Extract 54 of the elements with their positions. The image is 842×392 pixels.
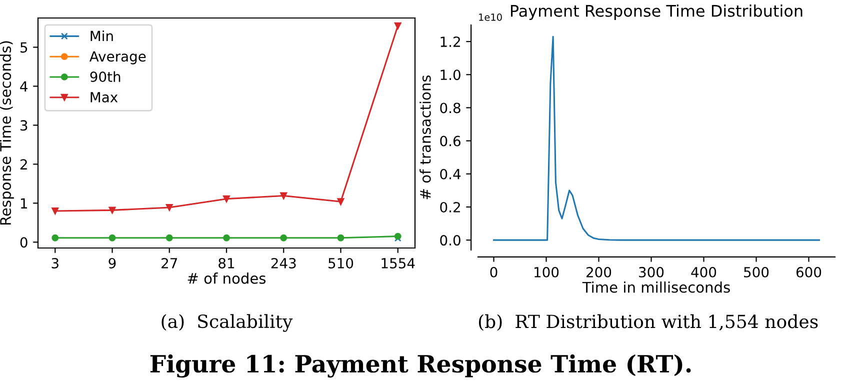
- x-tick-label: 600: [796, 266, 822, 278]
- point: [394, 22, 402, 30]
- x-axis-title: Time in milliseconds: [582, 281, 730, 293]
- x-tick-label: 243: [271, 258, 296, 268]
- point: [108, 206, 116, 214]
- y-tick-label: 4: [20, 81, 28, 92]
- x-tick-label: 27: [162, 258, 178, 268]
- y-tick-label: 0.4: [440, 168, 461, 180]
- y-tick-label: 1: [20, 198, 27, 208]
- y-tick-label: 5: [20, 42, 28, 53]
- y-tick-label: 1.2: [440, 36, 460, 47]
- text: 1e10: [479, 14, 502, 21]
- text: (a) Scalability: [162, 314, 293, 332]
- x-tick-label: 400: [691, 266, 716, 278]
- caption: Figure 11: Payment Response Time (RT).: [150, 354, 691, 378]
- y-tick-label: 3: [20, 120, 28, 131]
- y-axis-title: # of transactions: [420, 75, 431, 200]
- point: [337, 234, 344, 242]
- point: [166, 234, 173, 242]
- point: [108, 234, 116, 242]
- point: [166, 204, 173, 211]
- y-tick-label: 0.6: [440, 136, 460, 146]
- x-tick-label: 1554: [382, 258, 415, 268]
- point: [337, 198, 344, 206]
- y-tick-label: 0.0: [440, 235, 460, 246]
- y-tick-label: 1.0: [440, 70, 460, 80]
- x-tick-label: 81: [218, 258, 234, 268]
- legend-label: Max: [90, 92, 118, 102]
- line-series: [492, 36, 820, 241]
- point: [223, 234, 230, 242]
- x-tick-label: 200: [586, 266, 612, 278]
- y-tick-label: 2: [20, 159, 27, 170]
- x-tick-label: 0: [490, 266, 498, 278]
- chart-title: Payment Response Time Distribution: [511, 4, 802, 20]
- text: (b) RT Distribution with 1,554 nodes: [478, 314, 818, 331]
- x-tick-label: 100: [534, 266, 559, 278]
- x-tick-label: 3: [52, 258, 58, 268]
- y-tick-label: 0.8: [440, 102, 460, 114]
- y-tick-label: 0.2: [440, 202, 460, 212]
- point: [52, 234, 59, 242]
- legend-label: Min: [90, 30, 113, 42]
- point: [280, 192, 288, 200]
- legend-label: Average: [89, 51, 146, 64]
- point: [280, 234, 288, 242]
- x-axis-title: # of nodes: [188, 272, 266, 284]
- point: [52, 207, 59, 214]
- point: [223, 195, 230, 202]
- legend-label: 90th: [90, 71, 120, 82]
- y-axis-title: Response Time (seconds): [0, 41, 14, 225]
- x-tick-label: 300: [639, 266, 664, 278]
- x-tick-label: 9: [108, 258, 116, 268]
- y-tick-label: 0: [20, 237, 28, 248]
- x-tick-label: 500: [744, 266, 769, 278]
- x-tick-label: 510: [328, 258, 354, 268]
